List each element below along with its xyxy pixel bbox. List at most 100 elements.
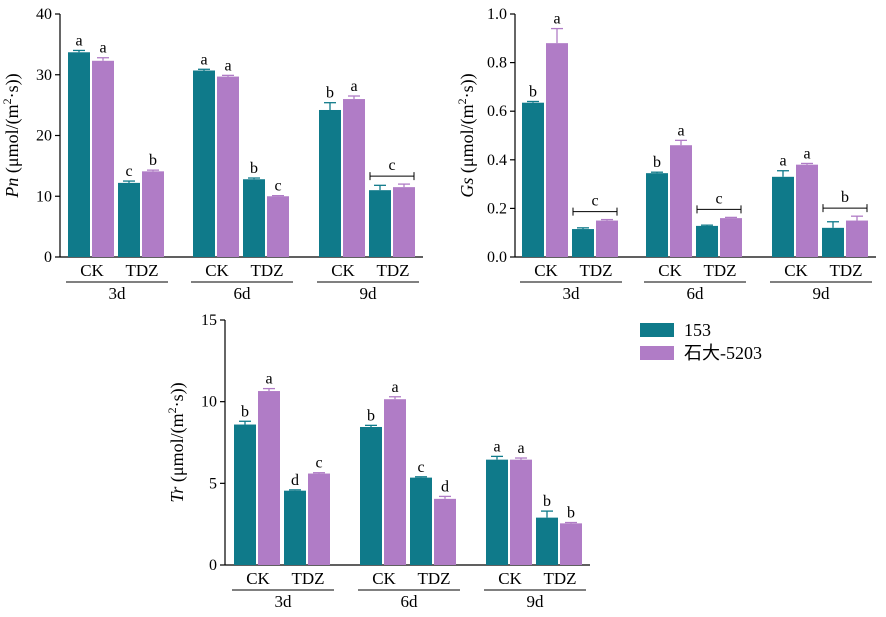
significance-letter: c <box>417 459 424 476</box>
group-label-9d: 9d <box>527 592 545 611</box>
significance-letter: a <box>99 40 106 57</box>
y-tick-label: 30 <box>36 67 52 84</box>
significance-letter: d <box>441 478 449 495</box>
y-axis-sup: 2 <box>455 98 469 104</box>
bar-5203-3d-TDZ <box>142 171 164 257</box>
x-tick-label-TDZ: TDZ <box>417 569 450 588</box>
significance-letter: b <box>841 189 849 206</box>
y-tick-label: 0.4 <box>487 152 507 169</box>
group-label-3d: 3d <box>563 284 581 303</box>
bar-153-6d-TDZ <box>410 477 432 565</box>
significance-letter: b <box>567 505 575 522</box>
x-tick-label-TDZ: TDZ <box>543 569 576 588</box>
x-tick-label-CK: CK <box>658 261 682 280</box>
legend-swatch-153 <box>640 323 674 337</box>
x-tick-label-TDZ: TDZ <box>250 261 283 280</box>
bar-153-6d-CK <box>193 70 215 257</box>
bar-153-3d-CK <box>522 102 544 257</box>
bar-5203-3d-CK <box>546 43 568 257</box>
bar-5203-9d-CK <box>510 459 532 565</box>
bar-153-9d-TDZ <box>536 517 558 565</box>
group-label-6d: 6d <box>234 284 252 303</box>
y-tick-label: 0 <box>209 557 217 574</box>
bar-153-6d-CK <box>360 426 382 565</box>
y-tick-label: 0 <box>44 249 52 266</box>
significance-letter: a <box>493 438 500 455</box>
significance-letter: c <box>125 163 132 180</box>
significance-letter: a <box>553 11 560 28</box>
bar-5203-6d-CK <box>670 145 692 257</box>
chart-gs: 0.0 0.2 0.4 0.6 0.8 1.0 Gs (μmol/(m2·s)) CK TDZ 3… <box>455 6 876 303</box>
bar-153-3d-TDZ <box>572 229 594 257</box>
legend-swatch-5203 <box>640 346 674 360</box>
significance-letter: b <box>529 83 537 100</box>
bar-5203-3d-TDZ <box>308 473 330 565</box>
x-tick-label-CK: CK <box>534 261 558 280</box>
y-tick-label: 15 <box>201 312 217 329</box>
significance-letter: c <box>388 157 395 174</box>
significance-letter: b <box>653 154 661 171</box>
y-axis-var: Pn <box>2 173 22 199</box>
significance-letter: b <box>543 493 551 510</box>
significance-letter: a <box>200 51 207 68</box>
significance-letter: a <box>517 440 524 457</box>
significance-letter: c <box>715 190 722 207</box>
bar-153-6d-CK <box>646 173 668 257</box>
y-axis-label: Tr (μmol/(m2·s)) <box>165 382 188 502</box>
group-label-6d: 6d <box>401 592 419 611</box>
significance-letter: a <box>677 122 684 139</box>
y-axis-unit: (μmol/(m <box>2 104 23 173</box>
significance-letter: a <box>350 78 357 95</box>
bar-5203-6d-TDZ <box>267 196 289 257</box>
bar-5203-9d-CK <box>796 164 818 257</box>
x-tick-label-TDZ: TDZ <box>125 261 158 280</box>
y-tick-label: 20 <box>36 128 52 145</box>
significance-letter: b <box>250 160 258 177</box>
x-tick-label-TDZ: TDZ <box>829 261 862 280</box>
x-tick-label-TDZ: TDZ <box>703 261 736 280</box>
significance-letter: b <box>149 152 157 169</box>
bar-5203-3d-CK <box>258 391 280 565</box>
bar-153-9d-CK <box>772 176 794 257</box>
y-axis-unit-tail: ·s)) <box>457 73 478 98</box>
x-tick-label-TDZ: TDZ <box>376 261 409 280</box>
bar-5203-6d-TDZ <box>720 218 742 257</box>
y-tick-label: 10 <box>201 394 217 411</box>
bar-153-9d-CK <box>486 459 508 565</box>
y-axis-var: Tr <box>167 482 187 503</box>
x-tick-label-CK: CK <box>205 261 229 280</box>
significance-letter: c <box>274 178 281 195</box>
y-tick-label: 5 <box>209 475 217 492</box>
x-tick-label-CK: CK <box>498 569 522 588</box>
y-axis-label: Pn (μmol/(m2·s)) <box>0 73 23 198</box>
chart-pn: 0 10 20 30 40 Pn (μmol/(m2·s)) CK TDZ 3d CK TDZ 6d C… <box>0 6 423 303</box>
y-tick-label: 0.0 <box>487 249 507 266</box>
bar-153-3d-TDZ <box>284 490 306 565</box>
x-tick-label-TDZ: TDZ <box>291 569 324 588</box>
x-tick-label-TDZ: TDZ <box>579 261 612 280</box>
y-tick-label: 0.2 <box>487 200 507 217</box>
y-axis-unit-tail: ·s)) <box>2 73 23 98</box>
x-tick-label-CK: CK <box>246 569 270 588</box>
significance-letter: a <box>391 379 398 396</box>
group-label-3d: 3d <box>275 592 293 611</box>
y-axis-unit: (μmol/(m <box>167 413 188 482</box>
significance-letter: a <box>779 153 786 170</box>
bar-5203-9d-TDZ <box>560 523 582 565</box>
x-tick-label-CK: CK <box>372 569 396 588</box>
significance-letter: a <box>803 145 810 162</box>
bar-153-9d-TDZ <box>369 190 391 257</box>
significance-letter: c <box>591 193 598 210</box>
significance-letter: b <box>367 407 375 424</box>
bar-153-9d-TDZ <box>822 227 844 257</box>
y-axis-unit-tail: ·s)) <box>167 382 188 407</box>
y-tick-label: 1.0 <box>487 6 507 23</box>
bar-5203-6d-CK <box>217 76 239 257</box>
y-axis-sup: 2 <box>165 407 179 413</box>
y-tick-label: 0.8 <box>487 55 507 72</box>
bar-5203-3d-TDZ <box>596 220 618 257</box>
group-label-3d: 3d <box>109 284 127 303</box>
y-tick-label: 40 <box>36 6 52 23</box>
significance-letter: d <box>291 472 299 489</box>
